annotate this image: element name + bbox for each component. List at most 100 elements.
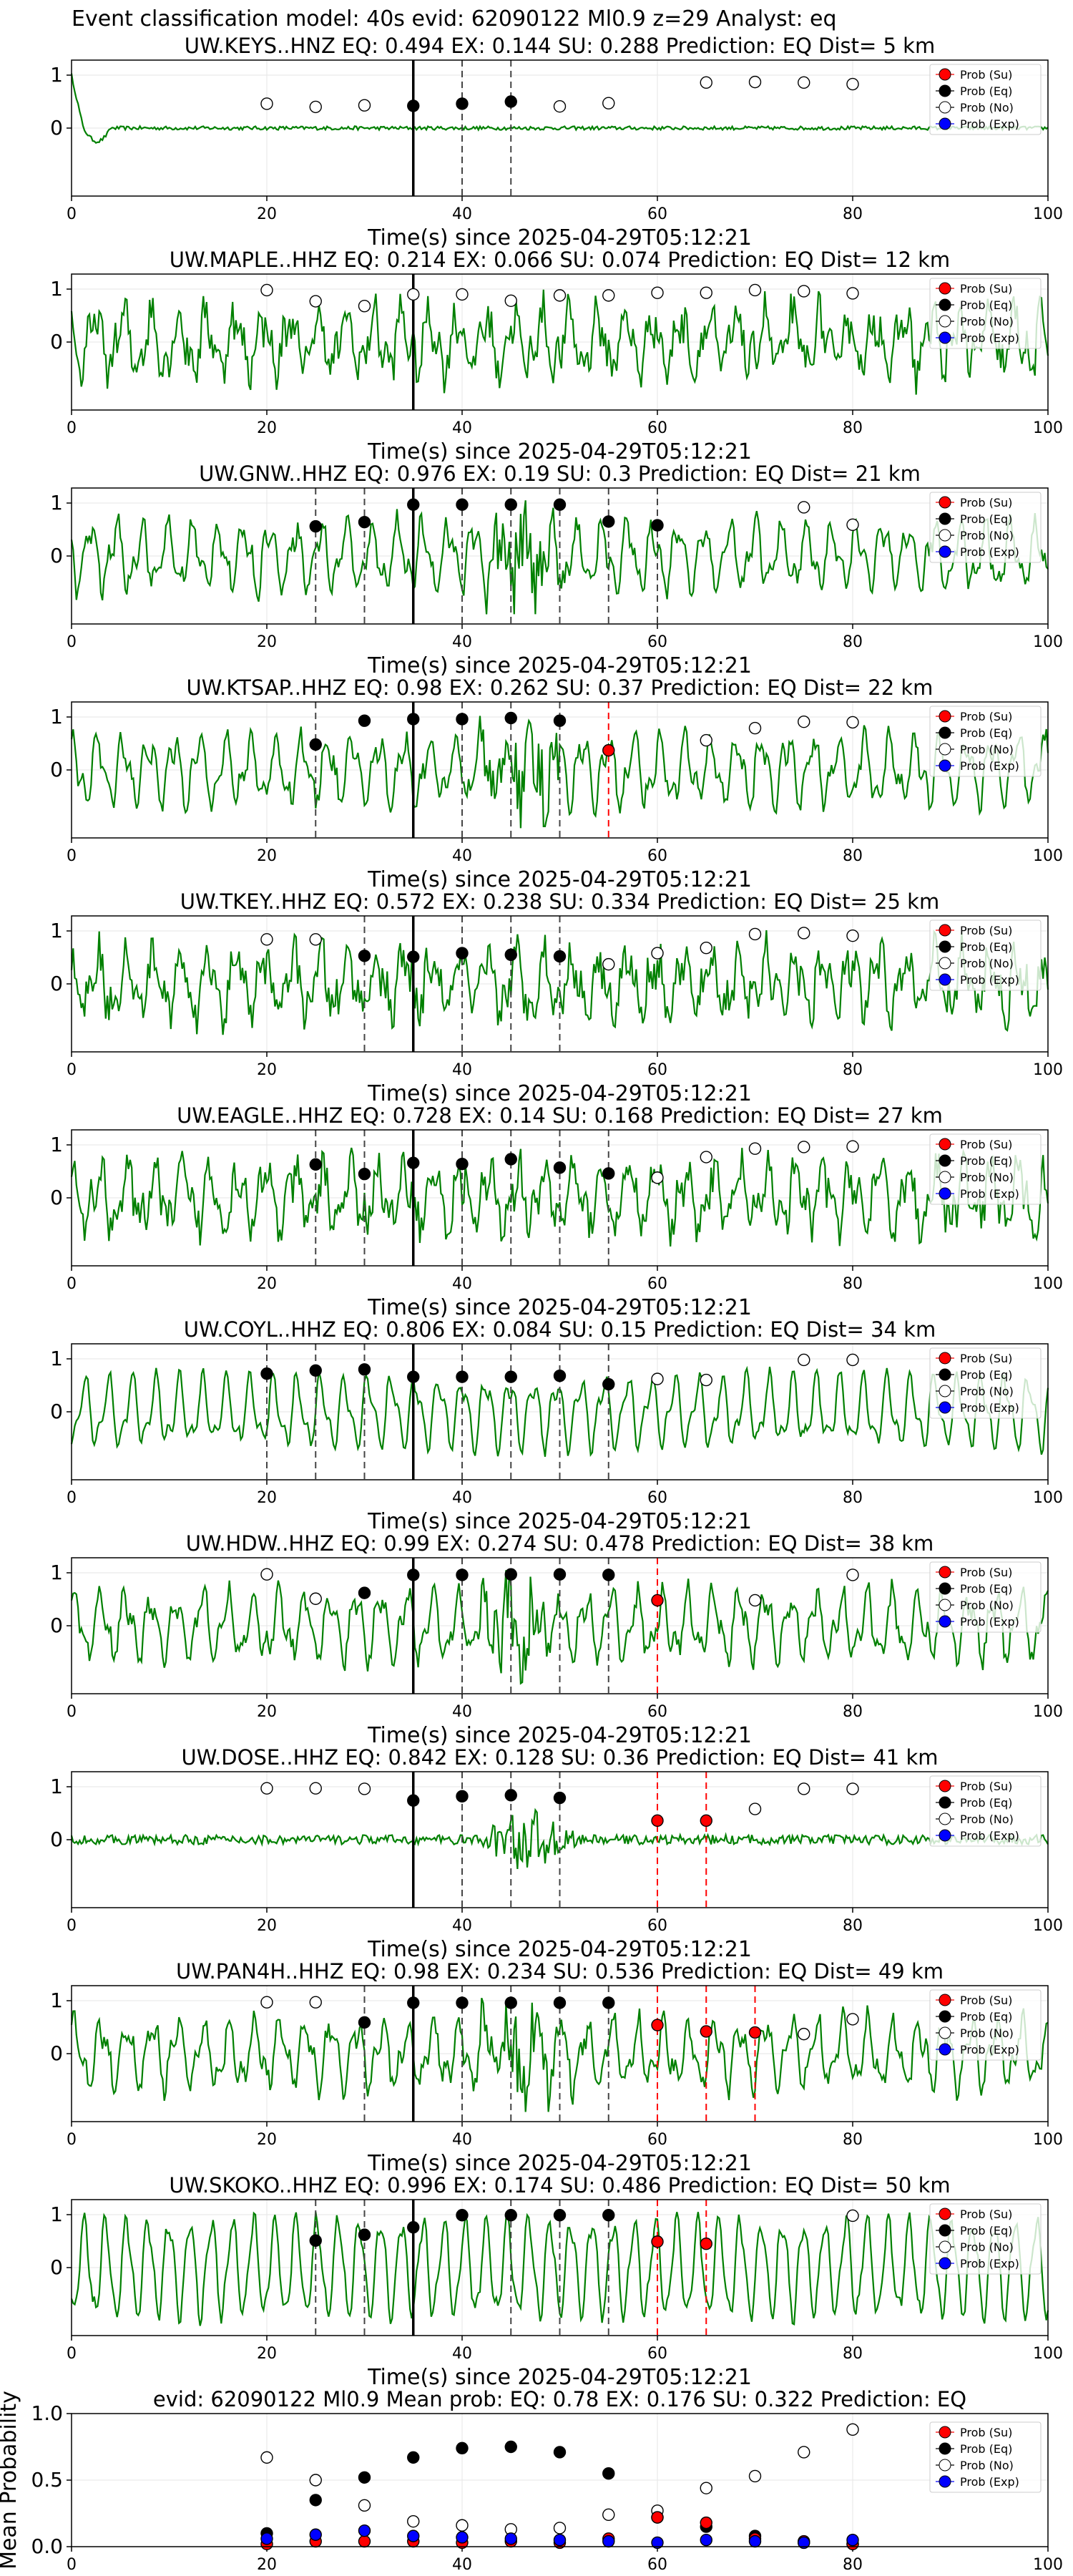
prob-no-point (748, 1142, 762, 1155)
prob-no-point (553, 289, 567, 302)
legend-marker (939, 1599, 951, 1611)
prob-no-point (846, 1353, 859, 1367)
y-tick-label: 0 (50, 1400, 63, 1423)
legend-marker (939, 2207, 951, 2220)
legend-label: Prob (Su) (960, 68, 1012, 82)
prob-no-point (846, 2013, 859, 2026)
prob-no-point (309, 1782, 322, 1795)
legend-label: Prob (No) (960, 957, 1014, 970)
legend-marker (939, 496, 951, 509)
x-axis-label: Time(s) since 2025-04-29T05:12:21 (367, 1937, 752, 1962)
x-tick-label: 100 (1033, 2345, 1063, 2363)
x-tick-label: 20 (257, 1917, 277, 1935)
panel-title: UW.COYL..HHZ EQ: 0.806 EX: 0.084 SU: 0.1… (184, 1317, 936, 1342)
legend-label: Prob (No) (960, 101, 1014, 114)
x-tick-label: 0 (67, 1489, 77, 1507)
x-tick-label: 80 (843, 2131, 863, 2149)
prob-no-point (798, 76, 810, 89)
prob-eq-point (407, 950, 420, 963)
waveform-trace (70, 716, 1049, 829)
x-tick-label: 0 (67, 205, 77, 223)
legend-box (929, 1775, 1042, 1847)
x-tick-label: 80 (843, 1703, 863, 1721)
prob-eq-point (309, 2494, 322, 2507)
x-tick-label: 80 (843, 1489, 863, 1507)
legend-label: Prob (Exp) (960, 759, 1019, 773)
legend-label: Prob (No) (960, 2026, 1014, 2040)
prob-no-point (846, 287, 859, 300)
prob-eq-point (358, 2228, 371, 2241)
x-tick-label: 60 (647, 419, 667, 437)
prob-eq-point (553, 950, 567, 963)
x-tick-label: 100 (1033, 2131, 1063, 2149)
x-axis-label: Time(s) since 2025-04-29T05:12:21 (367, 1509, 752, 1534)
x-tick-label: 100 (1033, 1703, 1063, 1721)
prob-eq-point (602, 515, 615, 528)
x-tick-label: 40 (452, 419, 472, 437)
prob-no-point (260, 283, 273, 297)
legend-box (929, 64, 1042, 135)
x-tick-label: 0 (67, 419, 77, 437)
legend-marker (939, 1829, 951, 1842)
legend-marker (939, 315, 951, 328)
legend-marker (939, 1171, 951, 1184)
axes-frame (71, 701, 1049, 839)
x-tick-label: 20 (257, 1489, 277, 1507)
axes-frame (71, 1343, 1049, 1480)
prob-su-point (700, 1814, 712, 1828)
legend-label: Prob (Exp) (960, 545, 1019, 559)
prob-eq-point (553, 1369, 567, 1382)
prob-no-point (700, 733, 712, 747)
prob-eq-point (504, 498, 517, 511)
legend-box (929, 2421, 1042, 2493)
prob-eq-point (553, 2209, 567, 2222)
x-tick-label: 80 (843, 419, 863, 437)
x-axis-label: Time(s) since 2025-04-29T05:12:21 (367, 1723, 752, 1748)
legend-label: Prob (Exp) (960, 2043, 1019, 2057)
axes-frame (71, 2199, 1049, 2336)
prob-eq-point (407, 1794, 420, 1807)
panel-title: UW.EAGLE..HHZ EQ: 0.728 EX: 0.14 SU: 0.1… (177, 1103, 943, 1128)
y-tick-label: 1 (50, 63, 63, 87)
x-tick-label: 0 (67, 847, 77, 865)
x-tick-label: 0 (67, 1917, 77, 1935)
legend-label: Prob (Exp) (960, 1829, 1019, 1843)
prob-eq-point (504, 1996, 517, 2009)
legend-marker (939, 117, 951, 130)
prob-no-point (700, 941, 712, 955)
prob-eq-point (407, 2221, 420, 2234)
prob-no-point (700, 1151, 712, 1163)
panel-title: UW.DOSE..HHZ EQ: 0.842 EX: 0.128 SU: 0.3… (182, 1745, 939, 1770)
legend-label: Prob (No) (960, 1385, 1014, 1398)
prob-su-point (700, 2516, 712, 2529)
axes-frame (71, 1985, 1049, 2122)
x-tick-label: 20 (257, 2345, 277, 2363)
prob-su-point (358, 2534, 371, 2548)
panel-3: UW.KTSAP..HHZ EQ: 0.98 EX: 0.262 SU: 0.3… (50, 675, 1063, 892)
legend-box (929, 1347, 1042, 1419)
prob-su-point (651, 2235, 664, 2248)
x-tick-label: 0 (67, 633, 77, 651)
legend-marker (939, 2426, 951, 2439)
prob-eq-point (553, 498, 567, 511)
prob-exp-point (407, 2529, 420, 2542)
x-tick-label: 100 (1033, 205, 1063, 223)
prob-no-point (358, 1782, 371, 1795)
legend-label: Prob (Su) (960, 1352, 1012, 1365)
x-tick-label: 80 (843, 633, 863, 651)
panel-7: UW.HDW..HHZ EQ: 0.99 EX: 0.274 SU: 0.478… (50, 1531, 1063, 1748)
prob-no-point (846, 77, 859, 91)
x-axis-label: Time(s) since 2025-04-29T05:12:21 (367, 1295, 752, 1320)
prob-eq-point (553, 1791, 567, 1805)
prob-eq-point (602, 2467, 615, 2480)
prob-no-point (798, 927, 810, 940)
legend-marker (939, 101, 951, 114)
legend-marker (939, 1138, 951, 1151)
prob-su-point (748, 2026, 762, 2039)
x-tick-label: 20 (257, 205, 277, 223)
prob-no-point (407, 288, 420, 301)
legend-marker (939, 726, 951, 739)
prob-eq-point (504, 95, 517, 108)
prob-no-point (748, 721, 762, 735)
x-tick-label: 80 (843, 205, 863, 223)
